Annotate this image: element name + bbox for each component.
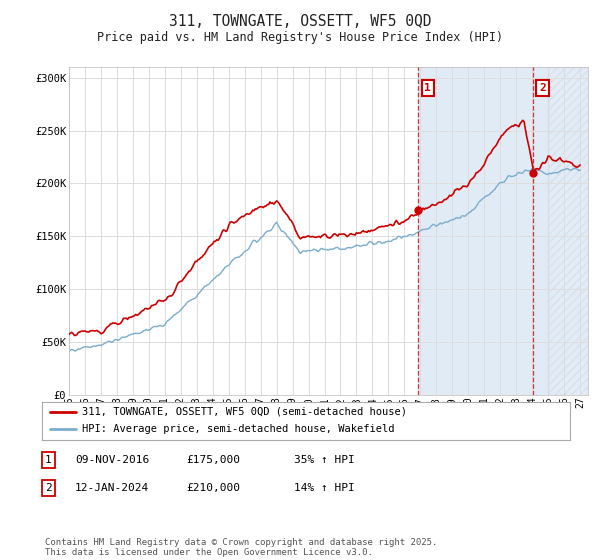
Text: 14% ↑ HPI: 14% ↑ HPI: [294, 483, 355, 493]
Text: 12-JAN-2024: 12-JAN-2024: [75, 483, 149, 493]
Text: 35% ↑ HPI: 35% ↑ HPI: [294, 455, 355, 465]
Text: 2: 2: [539, 83, 546, 93]
Text: 1: 1: [45, 455, 52, 465]
Bar: [548, 67, 588, 395]
Text: 09-NOV-2016: 09-NOV-2016: [75, 455, 149, 465]
Text: Price paid vs. HM Land Registry's House Price Index (HPI): Price paid vs. HM Land Registry's House …: [97, 31, 503, 44]
Text: £175,000: £175,000: [186, 455, 240, 465]
Text: HPI: Average price, semi-detached house, Wakefield: HPI: Average price, semi-detached house,…: [82, 424, 394, 435]
Bar: [418, 67, 533, 395]
Text: Contains HM Land Registry data © Crown copyright and database right 2025.
This d: Contains HM Land Registry data © Crown c…: [45, 538, 437, 557]
Text: 2: 2: [45, 483, 52, 493]
Text: 1: 1: [424, 83, 431, 93]
Text: £210,000: £210,000: [186, 483, 240, 493]
Text: 311, TOWNGATE, OSSETT, WF5 0QD: 311, TOWNGATE, OSSETT, WF5 0QD: [169, 14, 431, 29]
Text: 311, TOWNGATE, OSSETT, WF5 0QD (semi-detached house): 311, TOWNGATE, OSSETT, WF5 0QD (semi-det…: [82, 407, 407, 417]
Bar: [533, 67, 548, 395]
